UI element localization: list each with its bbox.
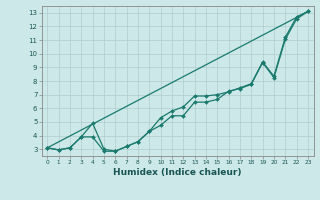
X-axis label: Humidex (Indice chaleur): Humidex (Indice chaleur): [113, 168, 242, 177]
